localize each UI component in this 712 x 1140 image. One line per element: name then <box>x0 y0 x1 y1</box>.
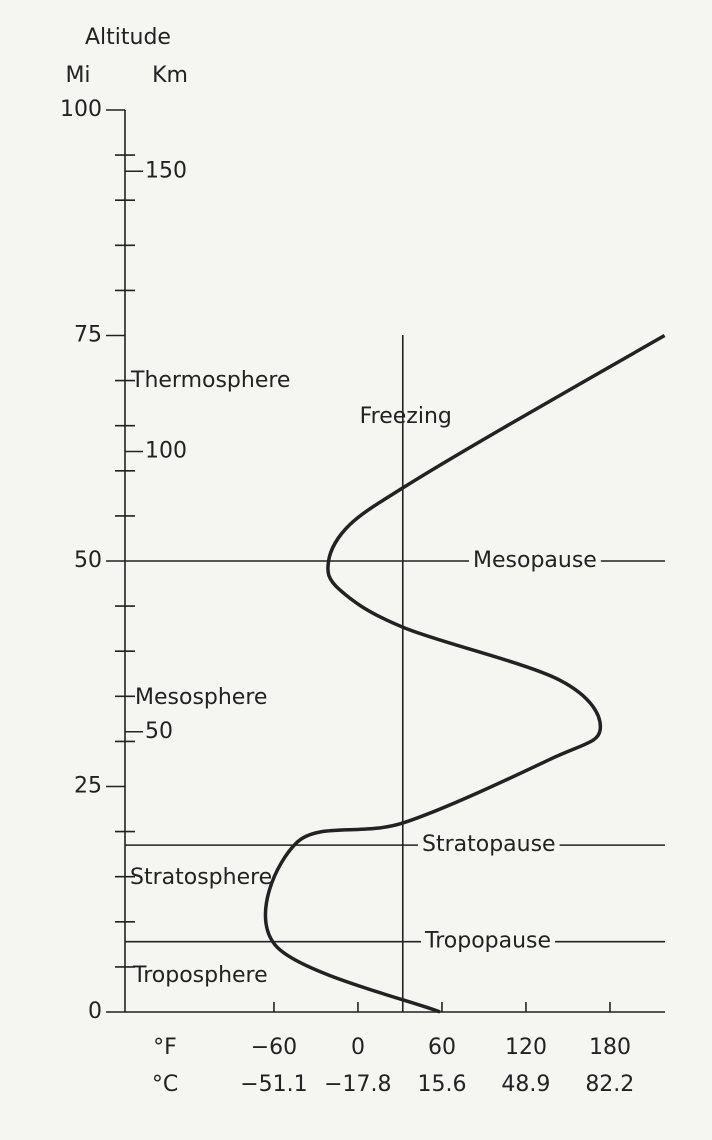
chart-title: Altitude <box>85 25 171 50</box>
reference-label: Tropopause <box>424 929 551 954</box>
x2-axis-label: °C <box>152 1072 178 1097</box>
y-tick-label: 25 <box>74 774 102 799</box>
x2-tick-label: 48.9 <box>501 1072 550 1097</box>
x2-tick-label: −51.1 <box>240 1072 307 1097</box>
x-axis-label: °F <box>153 1035 177 1060</box>
x-tick-label: 60 <box>428 1035 456 1060</box>
x-tick-label: 0 <box>351 1035 365 1060</box>
y-tick-label: 100 <box>60 97 102 122</box>
reference-label: Freezing <box>360 404 452 429</box>
layer-label: Mesosphere <box>135 685 267 710</box>
y-tick-label: 75 <box>74 323 102 348</box>
layer-label: Thermosphere <box>130 368 290 393</box>
layer-label: Stratosphere <box>130 865 272 890</box>
y2-axis-label: Km <box>152 63 188 88</box>
x-tick-label: 180 <box>589 1035 631 1060</box>
y2-tick-label: 150 <box>145 158 187 183</box>
y-tick-label: 0 <box>88 999 102 1024</box>
reference-label: Mesopause <box>473 548 597 573</box>
x2-tick-label: 82.2 <box>585 1072 634 1097</box>
y-axis-label: Mi <box>65 63 90 88</box>
reference-label: Stratopause <box>422 832 556 857</box>
layer-label: Troposphere <box>132 963 268 988</box>
y-tick-label: 50 <box>74 548 102 573</box>
y2-tick-label: 50 <box>145 719 173 744</box>
x2-tick-label: −17.8 <box>324 1072 391 1097</box>
x2-tick-label: 15.6 <box>418 1072 467 1097</box>
x-tick-label: 120 <box>505 1035 547 1060</box>
y2-tick-label: 100 <box>145 439 187 464</box>
x-tick-label: −60 <box>251 1035 297 1060</box>
temperature-line <box>263 333 666 1014</box>
